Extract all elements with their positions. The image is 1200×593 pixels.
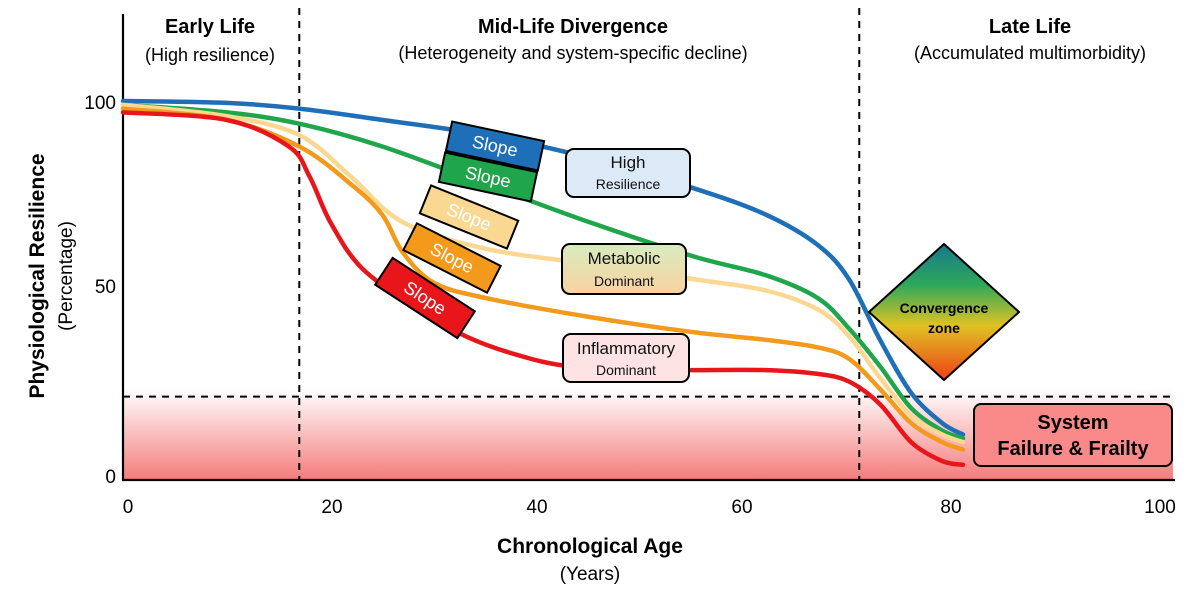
high-resilience-box: High Resilience — [565, 148, 691, 198]
series-line-orange — [120, 106, 966, 452]
high-resilience-title: High — [611, 153, 646, 172]
metabolic-dominant-box: Metabolic Dominant — [561, 243, 687, 295]
x-tick-label: 0 — [123, 497, 134, 518]
high-resilience-subtitle: Resilience — [596, 176, 661, 192]
x-tick-label: 80 — [940, 497, 961, 518]
inflammatory-subtitle: Dominant — [596, 362, 656, 378]
x-axis-title: Chronological Age — [497, 535, 683, 558]
phase-mid-subtitle: (Heterogeneity and system-specific decli… — [398, 43, 747, 63]
y-tick-label: 0 — [105, 467, 116, 488]
y-tick-label: 100 — [84, 93, 116, 114]
y-axis-title: Physiological Resilience — [26, 153, 49, 398]
slope-tag-blue: Slope — [444, 120, 546, 172]
system-failure-line2: Failure & Frailty — [997, 438, 1149, 460]
metabolic-title: Metabolic — [588, 249, 661, 268]
x-tick-label: 40 — [526, 497, 547, 518]
inflammatory-dominant-box: Inflammatory Dominant — [562, 333, 690, 383]
phase-late-title: Late Life — [989, 16, 1071, 38]
convergence-line2: zone — [928, 320, 960, 336]
phase-late-subtitle: (Accumulated multimorbidity) — [914, 43, 1146, 63]
system-failure-line1: System — [1037, 412, 1108, 434]
y-tick-label: 50 — [95, 277, 116, 298]
series-line-green — [120, 102, 966, 441]
x-tick-label: 100 — [1144, 497, 1176, 518]
phase-mid-title: Mid-Life Divergence — [478, 16, 668, 38]
slope-tag-green: Slope — [437, 151, 539, 203]
phase-early-subtitle: (High resilience) — [145, 45, 275, 65]
y-axis-subtitle: (Percentage) — [56, 221, 77, 331]
system-failure-box: System Failure & Frailty — [973, 403, 1173, 467]
x-tick-label: 60 — [731, 497, 752, 518]
convergence-zone: Convergence zone — [867, 242, 1021, 382]
x-axis-subtitle: (Years) — [560, 564, 621, 585]
x-tick-label: 20 — [321, 497, 342, 518]
metabolic-subtitle: Dominant — [594, 273, 654, 289]
inflammatory-title: Inflammatory — [577, 339, 676, 358]
convergence-line1: Convergence — [900, 300, 989, 316]
phase-early-title: Early Life — [165, 16, 255, 38]
